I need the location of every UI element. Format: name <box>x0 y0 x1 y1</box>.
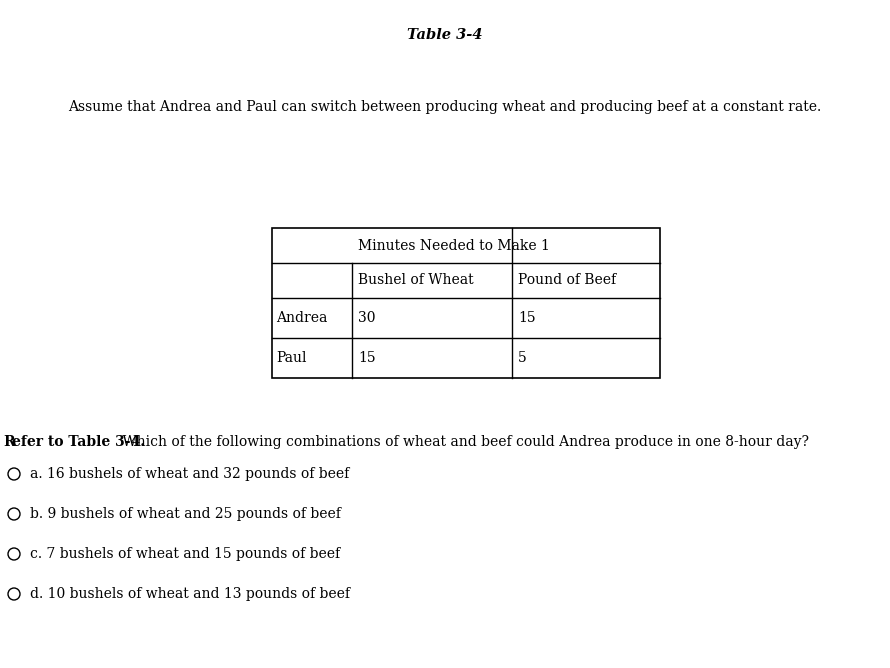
Text: Assume that Andrea and Paul can switch between producing wheat and producing bee: Assume that Andrea and Paul can switch b… <box>68 100 821 114</box>
Bar <box>272 228 660 378</box>
Text: Pound of Beef: Pound of Beef <box>518 273 616 287</box>
Text: a. 16 bushels of wheat and 32 pounds of beef: a. 16 bushels of wheat and 32 pounds of … <box>30 467 349 481</box>
Text: Paul: Paul <box>276 351 306 365</box>
Text: Andrea: Andrea <box>276 311 328 325</box>
Text: 30: 30 <box>358 311 376 325</box>
Text: Bushel of Wheat: Bushel of Wheat <box>358 273 473 287</box>
Text: c. 7 bushels of wheat and 15 pounds of beef: c. 7 bushels of wheat and 15 pounds of b… <box>30 547 340 561</box>
Text: Minutes Needed to Make 1: Minutes Needed to Make 1 <box>358 238 550 253</box>
Text: b. 9 bushels of wheat and 25 pounds of beef: b. 9 bushels of wheat and 25 pounds of b… <box>30 507 341 521</box>
Text: efer to Table 3-4.: efer to Table 3-4. <box>12 435 145 449</box>
Text: 15: 15 <box>518 311 536 325</box>
Text: 15: 15 <box>358 351 376 365</box>
Text: Table 3-4: Table 3-4 <box>408 28 482 42</box>
Text: d. 10 bushels of wheat and 13 pounds of beef: d. 10 bushels of wheat and 13 pounds of … <box>30 587 350 601</box>
Text: R: R <box>3 435 14 449</box>
Text: 5: 5 <box>518 351 527 365</box>
Text: Which of the following combinations of wheat and beef could Andrea produce in on: Which of the following combinations of w… <box>118 435 809 449</box>
